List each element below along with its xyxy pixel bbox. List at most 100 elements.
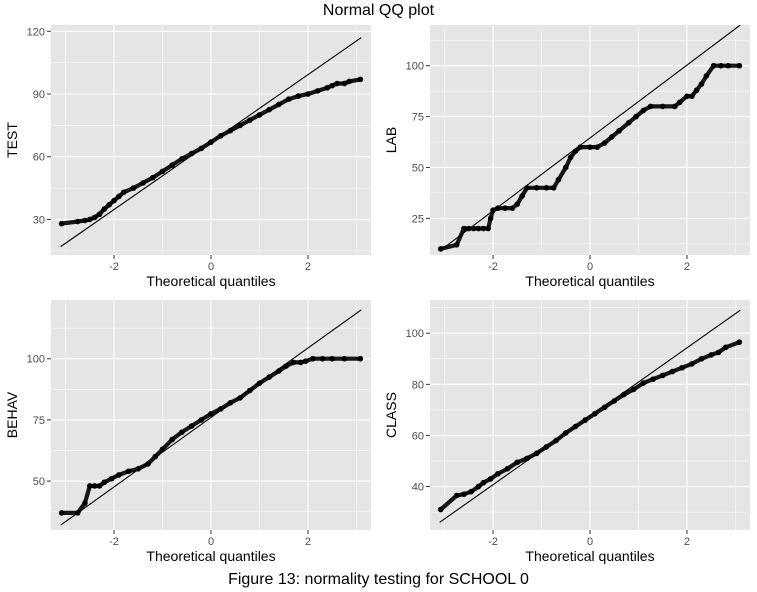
x-tick-label: 0 [208, 536, 214, 548]
qq-point [725, 62, 731, 69]
qq-point [152, 453, 159, 460]
qq-point [475, 225, 482, 232]
qq-point [357, 76, 364, 83]
qq-point [555, 176, 562, 183]
qq-point [276, 101, 282, 108]
qq-point [91, 483, 98, 489]
x-tick-label: 0 [208, 261, 214, 273]
qq-point [227, 127, 234, 134]
qq-point [266, 106, 272, 113]
y-axis-title: LAB [383, 127, 399, 153]
qq-point [159, 168, 166, 175]
y-tick-label: 80 [412, 379, 424, 391]
qq-point [684, 93, 690, 100]
x-axis-title: Theoretical quantiles [146, 273, 275, 289]
x-axis-title: Theoretical quantiles [525, 548, 654, 564]
qq-point [572, 148, 579, 154]
qq-point [495, 470, 501, 477]
qq-point [621, 391, 627, 398]
qq-point [101, 479, 108, 486]
qq-point [495, 205, 501, 211]
qq-point [227, 399, 234, 406]
qq-point [297, 359, 304, 366]
x-axis-title: Theoretical quantiles [146, 548, 275, 564]
qq-point [179, 429, 185, 435]
qq-point [519, 193, 525, 199]
qq-reference-line [439, 25, 741, 252]
qq-point [290, 359, 297, 366]
qq-point [111, 197, 117, 204]
qq-point [82, 500, 88, 506]
qq-point [96, 483, 103, 489]
class-panel: -2 0 2 40 60 80 100 Theoretical quantiles CLASS [383, 300, 750, 564]
qq-point [106, 202, 112, 208]
qq-point [329, 82, 336, 89]
qq-point [659, 372, 666, 379]
qq-point [314, 88, 321, 94]
qq-point [116, 193, 122, 200]
qq-point [698, 81, 705, 87]
y-tick-label: 50 [33, 476, 45, 488]
qq-point [722, 344, 729, 351]
qq-point [276, 368, 282, 374]
y-axis-title: BEHAV [4, 391, 20, 438]
qq-point [96, 211, 103, 218]
qq-point [625, 119, 632, 126]
qq-point [601, 404, 608, 411]
qq-point [587, 144, 593, 150]
qq-point [592, 410, 598, 417]
qq-point [208, 139, 214, 145]
qq-point [567, 154, 574, 161]
qq-point [346, 78, 352, 85]
qq-point [130, 185, 137, 191]
qq-point [710, 62, 717, 69]
x-tick-label: -2 [488, 536, 498, 548]
qq-point [461, 225, 467, 232]
qq-point [120, 189, 127, 196]
qq-point [334, 80, 340, 87]
qq-point [514, 201, 521, 207]
x-axis-title: Theoretical quantiles [525, 273, 654, 289]
qq-point [74, 510, 81, 516]
qq-point [533, 450, 540, 457]
x-tick-label: 0 [587, 536, 593, 548]
y-tick-label: 75 [33, 415, 45, 427]
qq-point [616, 128, 622, 134]
lab-panel: -2 0 2 25 50 75 100 Theoretical quantiles LAB [383, 25, 750, 289]
qq-point [594, 144, 601, 150]
qq-point [487, 215, 494, 222]
y-tick-label: 120 [27, 26, 45, 38]
qq-point [659, 103, 666, 110]
qq-point [302, 358, 309, 364]
qq-point [676, 99, 683, 106]
qq-point [108, 475, 115, 482]
qq-point [553, 437, 559, 444]
qq-point [509, 205, 516, 211]
qq-point [188, 423, 195, 429]
qq-point [640, 107, 647, 114]
qq-point [324, 84, 331, 91]
x-tick-label: 2 [305, 536, 311, 548]
qq-point [58, 510, 65, 516]
qq-reference-line [60, 309, 362, 526]
qq-point [217, 406, 224, 412]
qq-point [633, 113, 639, 120]
qq-point [295, 93, 302, 99]
qq-point [237, 395, 243, 401]
qq-point [468, 488, 475, 495]
qq-point [159, 446, 166, 453]
figure-title: Normal QQ plot [322, 2, 435, 19]
test-panel: -2 0 2 30 60 90 120 Theoretical quantiles TEST [4, 25, 371, 289]
qq-point [198, 417, 205, 423]
qq-point [533, 185, 540, 191]
qq-point [562, 430, 569, 436]
y-tick-label: 100 [406, 328, 424, 340]
qq-point [470, 225, 477, 232]
qq-point [91, 214, 98, 221]
qq-point [487, 476, 494, 482]
behav-panel: -2 0 2 50 75 100 Theoretical quantiles BEHAV [4, 300, 371, 564]
qq-point [736, 62, 743, 69]
qq-point [169, 436, 176, 443]
x-tick-label: 2 [684, 261, 690, 273]
